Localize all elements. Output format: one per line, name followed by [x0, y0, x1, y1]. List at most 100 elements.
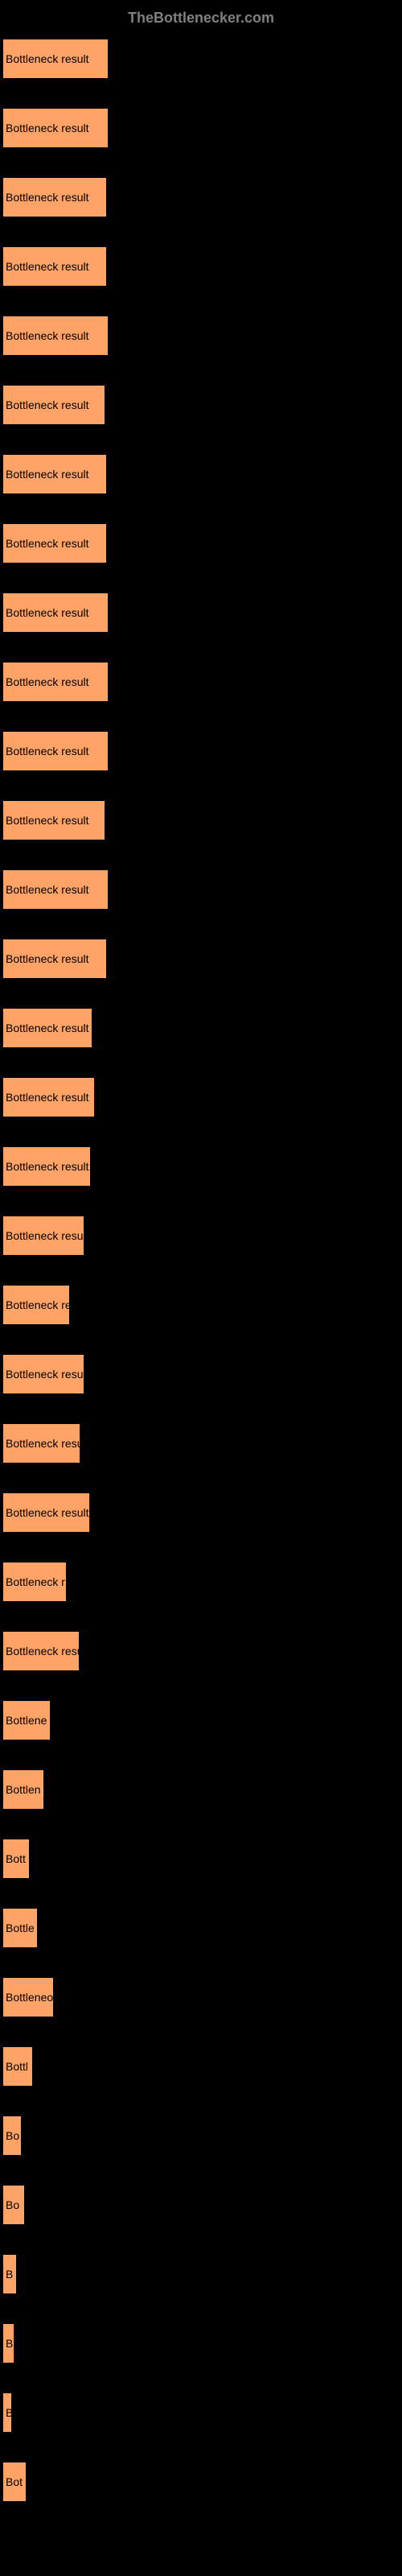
bar-label: Bottlene	[6, 1714, 47, 1727]
bar-label: Bottle	[6, 1922, 35, 1934]
bar-row: Bottleneck re	[3, 1286, 399, 1324]
bar-label: Bottleneck result	[6, 52, 89, 65]
bar-row: Bottleneck result	[3, 1493, 399, 1532]
bar: Bottlen	[3, 1770, 43, 1809]
bar-row: Bottleneck result	[3, 39, 399, 78]
bar: Bottleneo	[3, 1978, 53, 2017]
bar-label: Bottlen	[6, 1783, 41, 1796]
bar: Bottleneck re	[3, 1286, 69, 1324]
bar-row: Bottleneck result	[3, 386, 399, 424]
bar-label: Bottleneck result	[6, 952, 89, 965]
bar: Bottlene	[3, 1701, 50, 1740]
bar-row: B	[3, 2393, 399, 2432]
bar-label: Bottleneck result	[6, 883, 89, 896]
bar-label: Bottleneck result	[6, 260, 89, 273]
bar-row: Bottlen	[3, 1770, 399, 1809]
bar-label: Bo	[6, 2198, 19, 2211]
bar: Bottleneck result	[3, 39, 108, 78]
bar: Bottleneck result	[3, 386, 105, 424]
bar: Bottleneck result	[3, 1078, 94, 1117]
bar: Bottleneck resu	[3, 1424, 80, 1463]
bar-label: Bottleneck resul	[6, 1229, 84, 1242]
bar-label: Bottleneck result	[6, 1022, 89, 1034]
bar: Bottleneck result	[3, 178, 106, 217]
bar-label: Bottleneck r	[6, 1575, 65, 1588]
bar-label: Bottleneck result	[6, 1160, 89, 1173]
bar-label: Bottl	[6, 2060, 28, 2073]
site-header: TheBottlenecker.com	[3, 3, 399, 36]
bar-row: Bottleneck resul	[3, 1216, 399, 1255]
bar-row: Bottleneck result	[3, 1147, 399, 1186]
bar-row: Bottleneck result	[3, 178, 399, 217]
bar: Bottleneck result	[3, 870, 108, 909]
bar-row: Bottle	[3, 1909, 399, 1947]
bar-label: Bottleneck result	[6, 537, 89, 550]
bar: B	[3, 2324, 14, 2363]
bar-label: B	[6, 2337, 13, 2350]
bar-row: Bottleneck resu	[3, 1632, 399, 1670]
bar: Bot	[3, 2462, 26, 2501]
bar-label: Bottleneck result	[6, 122, 89, 134]
bar-row: Bottl	[3, 2047, 399, 2086]
bar-row: Bottleneck r	[3, 1563, 399, 1601]
bar: Bo	[3, 2186, 24, 2224]
bar-row: Bottleneck resu	[3, 1424, 399, 1463]
bar: Bottleneck resul	[3, 1355, 84, 1393]
bar-row: B	[3, 2324, 399, 2363]
bar: B	[3, 2255, 16, 2293]
bar-label: Bottleneck resul	[6, 1368, 84, 1381]
bar: Bottleneck result	[3, 1493, 89, 1532]
bar-label: Bottleneck result	[6, 1506, 89, 1519]
bar-label: B	[6, 2268, 13, 2281]
bar: Bottle	[3, 1909, 37, 1947]
bar: Bottleneck result	[3, 801, 105, 840]
bar: Bottleneck resul	[3, 1216, 84, 1255]
bar: Bottleneck result	[3, 939, 106, 978]
bar: Bottleneck result	[3, 455, 106, 493]
bar: Bottleneck result	[3, 524, 106, 563]
bar: Bottleneck result	[3, 1147, 90, 1186]
bar: Bottleneck resu	[3, 1632, 79, 1670]
bar-row: Bo	[3, 2116, 399, 2155]
bar-label: Bottleneck result	[6, 398, 89, 411]
bar: Bo	[3, 2116, 21, 2155]
bar: Bottleneck result	[3, 316, 108, 355]
bar-row: Bott	[3, 1839, 399, 1878]
bar-row: Bottleneck result	[3, 524, 399, 563]
bar-row: B	[3, 2255, 399, 2293]
bar: Bott	[3, 1839, 29, 1878]
bar-label: Bottleneck result	[6, 329, 89, 342]
bar-label: Bott	[6, 1852, 26, 1865]
bar: Bottleneck result	[3, 1009, 92, 1047]
bar-row: Bottleneo	[3, 1978, 399, 2017]
bar-label: Bottleneck result	[6, 606, 89, 619]
bar-label: Bottleneck result	[6, 1091, 89, 1104]
bar-label: B	[6, 2406, 11, 2419]
bar: Bottleneck result	[3, 247, 106, 286]
bar-row: Bo	[3, 2186, 399, 2224]
bar-chart: Bottleneck result Bottleneck result Bottle…	[3, 36, 399, 2504]
bar: Bottleneck result	[3, 732, 108, 770]
bar-row: Bottleneck result	[3, 870, 399, 909]
bar: Bottleneck result	[3, 109, 108, 147]
bar-row: Bottleneck result	[3, 732, 399, 770]
bar: B	[3, 2393, 11, 2432]
bar-label: Bottleneck result	[6, 675, 89, 688]
bar-row: Bottleneck result	[3, 109, 399, 147]
bar: Bottleneck r	[3, 1563, 66, 1601]
bar-row: Bottleneck result	[3, 1078, 399, 1117]
bar-label: Bottleneck result	[6, 814, 89, 827]
bar-row: Bottleneck result	[3, 939, 399, 978]
bar-row: Bottleneck result	[3, 663, 399, 701]
bar-row: Bottleneck result	[3, 455, 399, 493]
bar-label: Bottleneck result	[6, 191, 89, 204]
bar: Bottleneck result	[3, 663, 108, 701]
bar: Bottl	[3, 2047, 32, 2086]
bar-row: Bottleneck result	[3, 593, 399, 632]
bar-label: Bo	[6, 2129, 19, 2142]
bar: Bottleneck result	[3, 593, 108, 632]
bar-label: Bottleneck re	[6, 1298, 69, 1311]
bar-label: Bottleneck result	[6, 468, 89, 481]
bar-label: Bottleneck resu	[6, 1437, 80, 1450]
bar-label: Bot	[6, 2475, 23, 2488]
